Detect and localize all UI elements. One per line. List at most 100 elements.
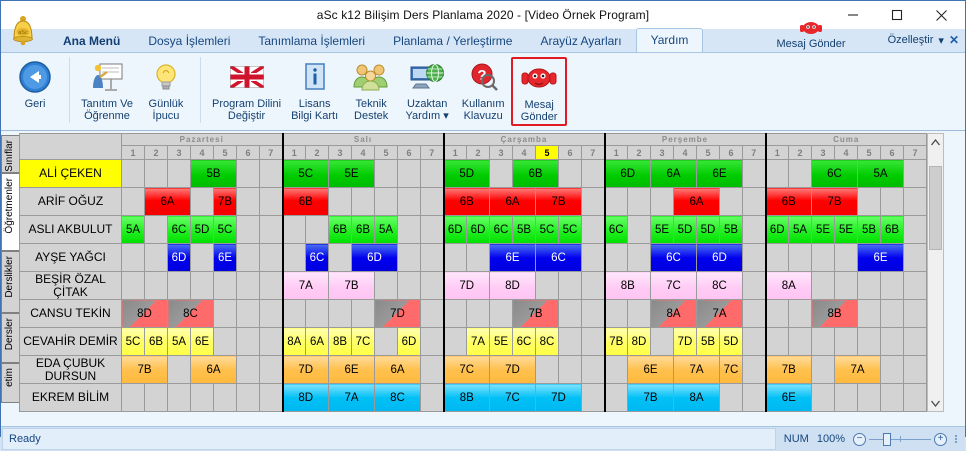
period-header-d2-p2[interactable]: 2 [305, 145, 329, 160]
empty-cell[interactable] [603, 355, 628, 384]
lesson-cell[interactable]: 5C [535, 215, 559, 244]
empty-cell[interactable] [213, 271, 237, 300]
lesson-cell[interactable]: 6A [190, 355, 237, 384]
period-header-d2-p1[interactable]: 1 [281, 145, 306, 160]
lesson-cell[interactable]: 6E [328, 355, 375, 384]
close-icon[interactable] [919, 2, 963, 28]
empty-cell[interactable] [374, 271, 398, 300]
period-header-d3-p7[interactable]: 7 [581, 145, 605, 160]
empty-cell[interactable] [811, 271, 835, 300]
scrollbar-thumb[interactable] [929, 166, 942, 250]
lesson-cell[interactable]: 8B [811, 299, 858, 328]
lesson-cell[interactable]: 6C [489, 215, 513, 244]
empty-cell[interactable] [190, 187, 214, 216]
empty-cell[interactable] [466, 243, 490, 272]
empty-cell[interactable] [442, 299, 467, 328]
empty-cell[interactable] [535, 271, 559, 300]
empty-cell[interactable] [420, 271, 444, 300]
maximize-icon[interactable] [875, 2, 919, 28]
empty-cell[interactable] [764, 243, 789, 272]
lesson-cell[interactable]: 7D [374, 299, 421, 328]
empty-cell[interactable] [213, 383, 237, 412]
lesson-cell[interactable]: 6D [603, 159, 651, 188]
empty-cell[interactable] [903, 299, 927, 328]
empty-cell[interactable] [880, 299, 904, 328]
empty-cell[interactable] [581, 383, 605, 412]
empty-cell[interactable] [742, 383, 766, 412]
empty-cell[interactable] [857, 383, 881, 412]
table-row[interactable]: AYŞE YAĞCI 6D 6E 6C 6D 6E 6C 6C 6D 6E [19, 243, 927, 272]
empty-cell[interactable] [259, 215, 283, 244]
empty-cell[interactable] [420, 243, 444, 272]
empty-cell[interactable] [880, 271, 904, 300]
lesson-cell[interactable]: 5C [281, 159, 329, 188]
vertical-tab-siniflar[interactable]: Sınıflar [1, 135, 19, 173]
teacher-name-cell[interactable]: CANSU TEKİN [19, 299, 122, 328]
empty-cell[interactable] [167, 383, 191, 412]
lesson-cell[interactable]: 7B [764, 355, 812, 384]
lesson-cell[interactable]: 7A [696, 299, 743, 328]
lesson-cell[interactable]: 7B [535, 187, 582, 216]
lesson-cell[interactable]: 6A [144, 187, 191, 216]
day-header-5[interactable]: Cuma [764, 133, 927, 146]
day-header-4[interactable]: Perşembe [603, 133, 766, 146]
empty-cell[interactable] [259, 243, 283, 272]
period-header-d1-p7[interactable]: 7 [259, 145, 283, 160]
zoom-slider[interactable]: − + [853, 432, 947, 446]
empty-cell[interactable] [834, 271, 858, 300]
empty-cell[interactable] [558, 159, 582, 188]
empty-cell[interactable] [167, 271, 191, 300]
table-row[interactable]: EDA ÇUBUK DURSUN 7B 6A 7D 6E 6A 7C 7D 6E 7A 7C 7B 7A [19, 355, 927, 384]
empty-cell[interactable] [236, 383, 260, 412]
lesson-cell[interactable]: 8D [281, 383, 329, 412]
empty-cell[interactable] [236, 271, 260, 300]
empty-cell[interactable] [144, 383, 168, 412]
intro-and-learning-button[interactable]: Tanıtım Ve Öğrenme [76, 57, 138, 124]
empty-cell[interactable] [650, 187, 674, 216]
scroll-down-icon[interactable] [928, 395, 943, 411]
lesson-cell[interactable]: 5C [121, 327, 145, 356]
lesson-cell[interactable]: 6B [764, 187, 812, 216]
empty-cell[interactable] [236, 187, 260, 216]
period-header-d3-p4[interactable]: 4 [512, 145, 536, 160]
empty-cell[interactable] [236, 299, 260, 328]
empty-cell[interactable] [811, 243, 835, 272]
empty-cell[interactable] [259, 187, 283, 216]
empty-cell[interactable] [397, 215, 421, 244]
empty-cell[interactable] [558, 327, 582, 356]
period-header-d1-p4[interactable]: 4 [190, 145, 214, 160]
customize-control[interactable]: Özelleştir ▾ ✕ [888, 33, 959, 47]
lesson-cell[interactable]: 6D [466, 215, 490, 244]
lesson-cell[interactable]: 6E [764, 383, 812, 412]
lesson-cell[interactable]: 7B [603, 327, 628, 356]
period-header-d5-p3[interactable]: 3 [811, 145, 835, 160]
empty-cell[interactable] [121, 271, 145, 300]
lesson-cell[interactable]: 8D [121, 299, 168, 328]
empty-cell[interactable] [834, 243, 858, 272]
empty-cell[interactable] [558, 355, 582, 384]
empty-cell[interactable] [121, 383, 145, 412]
vertical-tab-ogretmenler[interactable]: Öğretmenler [1, 173, 19, 251]
period-header-d4-p3[interactable]: 3 [650, 145, 674, 160]
period-header-d5-p7[interactable]: 7 [903, 145, 927, 160]
lesson-cell[interactable]: 6D [167, 243, 191, 272]
empty-cell[interactable] [857, 327, 881, 356]
empty-cell[interactable] [259, 159, 283, 188]
lesson-cell[interactable]: 6D [696, 243, 743, 272]
menu-item-arayuz-ayarlari[interactable]: Arayüz Ayarları [540, 34, 622, 48]
empty-cell[interactable] [190, 383, 214, 412]
empty-cell[interactable] [351, 187, 375, 216]
empty-cell[interactable] [374, 187, 398, 216]
empty-cell[interactable] [144, 215, 168, 244]
empty-cell[interactable] [857, 299, 881, 328]
lesson-cell[interactable]: 7D [281, 355, 329, 384]
empty-cell[interactable] [627, 243, 651, 272]
lesson-cell[interactable]: 7C [442, 355, 490, 384]
lesson-cell[interactable]: 7D [442, 271, 490, 300]
period-header-d3-p2[interactable]: 2 [466, 145, 490, 160]
period-header-d3-p3[interactable]: 3 [489, 145, 513, 160]
empty-cell[interactable] [857, 271, 881, 300]
lesson-cell[interactable]: 7C [351, 327, 375, 356]
empty-cell[interactable] [581, 271, 605, 300]
scrollbar-track[interactable] [928, 150, 943, 395]
